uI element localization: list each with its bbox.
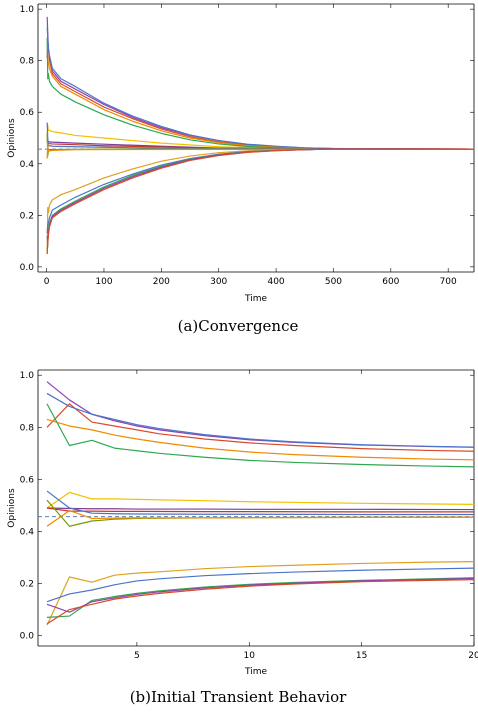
plot-frame <box>37 3 475 273</box>
axis-ticks: 5 10 15 20 0.0 0.2 0.4 0.6 0.8 1.0 <box>20 370 478 661</box>
x-tick-label: 300 <box>210 277 227 287</box>
x-tick-label: 400 <box>267 277 284 287</box>
series-line-14 <box>46 148 474 249</box>
series-line-16 <box>46 579 475 625</box>
y-tick-label: 0.0 <box>20 263 35 273</box>
series-line-11 <box>46 142 475 159</box>
series-line-5 <box>46 403 475 468</box>
y-tick-label: 0.6 <box>20 475 35 485</box>
series-line-2 <box>46 39 475 150</box>
series-line-5 <box>46 37 474 150</box>
series-line-14 <box>46 577 475 618</box>
series-line-6 <box>46 124 475 150</box>
y-tick-label: 0.2 <box>20 580 34 590</box>
y-tick-label: 0.2 <box>20 211 34 221</box>
x-tick-label: 10 <box>244 651 256 661</box>
y-tick-label: 1.0 <box>20 5 35 15</box>
x-tick-label: 500 <box>325 277 342 287</box>
x-tick-label: 0 <box>44 277 50 287</box>
x-tick-label: 600 <box>382 277 399 287</box>
opinion-series <box>46 16 475 254</box>
series-line-13 <box>46 567 475 603</box>
series-line-7 <box>46 507 475 511</box>
series-line-13 <box>46 148 474 234</box>
series-line-1 <box>46 16 475 150</box>
x-tick-label: 100 <box>95 277 112 287</box>
series-line-6 <box>46 491 475 509</box>
x-tick-label: 5 <box>134 651 140 661</box>
series-line-16 <box>46 148 474 254</box>
x-tick-label: 20 <box>468 651 478 661</box>
chart-caption: (a)Convergence <box>178 317 299 335</box>
series-line-4 <box>46 418 475 461</box>
y-tick-label: 0.8 <box>20 423 35 433</box>
y-tick-label: 0.4 <box>20 160 35 170</box>
y-tick-label: 0.4 <box>20 527 35 537</box>
series-line-2 <box>46 403 475 452</box>
x-axis-label: Time <box>244 667 267 677</box>
series-line-9 <box>46 490 474 516</box>
series-line-15 <box>46 577 475 613</box>
y-tick-label: 0.8 <box>20 57 35 67</box>
series-line-15 <box>46 148 474 245</box>
series-line-3 <box>46 392 475 448</box>
y-axis-label: Opinions <box>7 118 17 158</box>
series-line-4 <box>46 52 474 150</box>
x-axis-label: Time <box>244 294 267 304</box>
series-line-11 <box>46 510 475 527</box>
convergence-chart: 0 100 200 300 400 500 600 700 0.0 0.2 0.4 0.6 0.8 1.0… <box>7 3 475 335</box>
x-tick-label: 200 <box>153 277 170 287</box>
plot-frame <box>37 369 475 647</box>
y-tick-label: 0.6 <box>20 108 35 118</box>
series-line-1 <box>46 381 475 448</box>
series-line-12 <box>46 561 475 626</box>
series-line-3 <box>46 27 475 150</box>
y-axis-label: Opinions <box>7 488 17 528</box>
y-tick-label: 0.0 <box>20 632 35 642</box>
x-tick-label: 700 <box>440 277 457 287</box>
transient-chart: 5 10 15 200.00.20.40.60.81.0 Time Opinions … <box>7 369 478 706</box>
opinion-series <box>46 381 475 626</box>
chart-caption: (b)Initial Transient Behavior <box>130 688 347 706</box>
axis-ticks: 0 100 200 300 400 500 600 700 0.0 0.2 0.4 0.6 0.8 1.0 <box>20 4 474 287</box>
series-line-8 <box>46 507 474 513</box>
series-line-12 <box>46 148 474 254</box>
x-tick-label: 15 <box>356 651 367 661</box>
y-tick-label: 1.0 <box>20 371 35 381</box>
